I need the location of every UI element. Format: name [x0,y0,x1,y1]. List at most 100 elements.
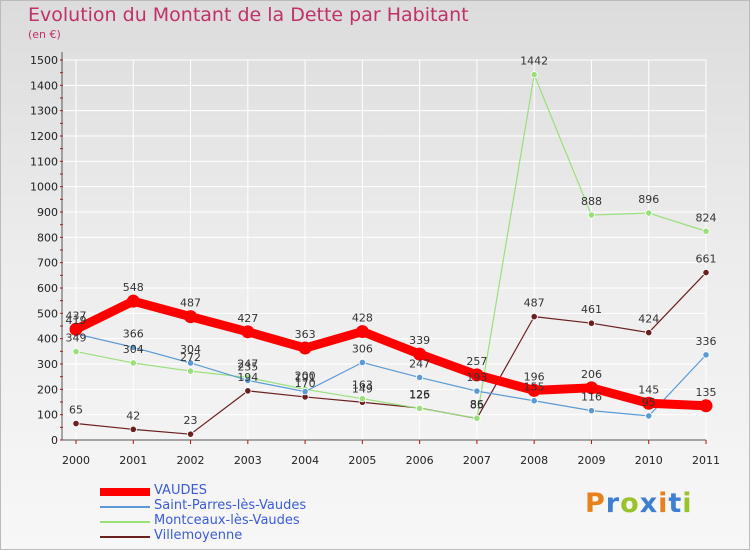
x-tick-label: 2003 [234,454,262,467]
data-point [416,373,424,382]
data-point [126,294,140,308]
data-label: 126 [409,388,430,401]
data-label: 196 [524,370,545,383]
data-label: 247 [237,357,258,370]
y-tick-label: 1000 [30,181,58,194]
data-point [584,381,598,395]
data-label: 336 [696,335,717,348]
data-point [702,227,710,235]
series-line-1 [75,333,707,417]
data-point [184,310,198,324]
data-point [473,414,481,422]
data-point [530,397,538,405]
data-label: 149 [352,382,373,395]
data-label: 306 [352,342,373,355]
y-tick-label: 700 [37,257,58,270]
series-layer [69,71,713,438]
data-point [244,376,252,385]
data-label: 193 [466,371,487,384]
data-label: 116 [581,391,602,404]
data-point [530,71,538,79]
data-label: 42 [126,409,140,422]
data-point [244,387,252,395]
data-point [298,341,312,355]
data-point [587,211,596,219]
data-label: 349 [66,332,87,345]
x-tick-label: 2002 [177,454,205,467]
data-label: 824 [696,211,717,224]
data-label: 363 [295,328,316,341]
data-point [645,412,653,420]
y-tick-label: 600 [37,282,58,295]
data-label: 1442 [520,55,548,68]
data-label: 194 [237,371,258,384]
data-label: 163 [352,379,373,392]
y-tick-label: 1400 [30,79,58,92]
data-label: 419 [66,314,87,327]
x-tick-label: 2008 [520,454,548,467]
data-point [527,383,541,397]
data-label: 85 [470,398,484,411]
data-point [301,388,309,396]
data-label: 461 [581,303,602,316]
y-tick-label: 0 [51,434,58,447]
data-label: 272 [180,351,201,364]
data-label: 155 [524,381,545,394]
x-tick-label: 2007 [463,454,491,467]
data-label: 95 [642,396,656,409]
y-tick-label: 1100 [30,155,58,168]
data-point [358,395,366,403]
data-label: 487 [180,297,201,310]
data-point [530,313,538,321]
data-label: 896 [638,193,659,206]
data-point [642,396,656,410]
data-label: 257 [466,355,487,368]
data-point [241,325,255,339]
data-label: 23 [184,414,198,427]
data-point [645,328,653,337]
data-label: 304 [123,343,144,356]
x-tick-label: 2005 [348,454,376,467]
data-point [702,351,710,359]
data-point [470,368,484,382]
data-point [358,358,366,367]
y-tick-label: 800 [37,231,58,244]
legend-label: Montceaux-lès-Vaudes [154,513,300,528]
data-point [129,343,137,351]
series-line-0 [71,296,711,411]
data-label: 206 [581,368,602,381]
data-label: 661 [696,253,717,266]
data-point [129,425,137,433]
x-tick-label: 2004 [291,454,319,467]
x-tick-label: 2006 [406,454,434,467]
y-tick-label: 200 [37,383,58,396]
data-label: 304 [180,343,201,356]
legend-swatch [100,536,150,538]
data-label: 437 [66,309,87,322]
data-point [413,347,427,361]
grid-layer [62,59,707,441]
y-tick-label: 900 [37,206,58,219]
data-point [72,419,80,428]
data-point [186,430,195,438]
data-point [699,399,713,413]
y-tick-label: 1500 [30,54,58,67]
data-label: 366 [123,327,144,340]
legend-swatch [100,506,150,508]
data-label: 339 [409,334,430,347]
chart-subtitle: (en €) [28,28,61,41]
data-point [416,404,424,412]
legend-label: Villemoyenne [154,528,243,543]
data-point [186,367,195,375]
data-label: 86 [470,398,484,411]
data-label: 65 [69,404,83,417]
y-tick-label: 300 [37,358,58,371]
data-label: 424 [638,313,659,326]
series-line-3 [75,271,707,435]
y-tick-label: 500 [37,307,58,320]
data-label: 247 [409,357,430,370]
proxiti-logo: Proxiti [585,488,693,519]
y-tick-label: 100 [37,409,58,422]
data-label: 487 [524,297,545,310]
